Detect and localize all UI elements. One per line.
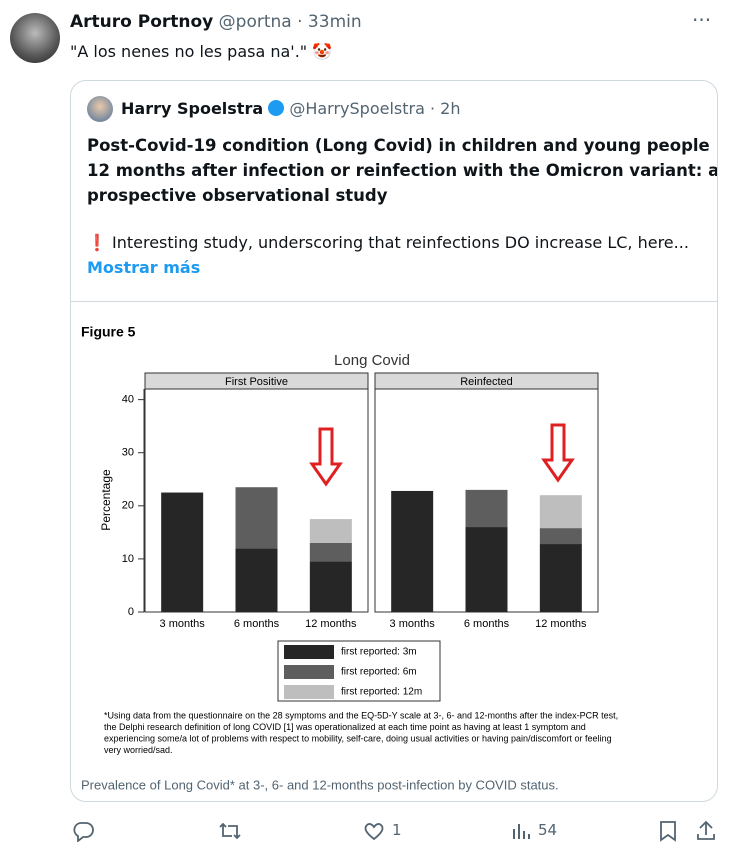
bar bbox=[309, 519, 352, 543]
x-tick-label: 6 months bbox=[234, 618, 280, 630]
more-menu[interactable]: ··· bbox=[692, 8, 712, 32]
bar bbox=[391, 490, 434, 612]
bar bbox=[465, 527, 508, 612]
quote-header: Harry Spoelstra @HarrySpoelstra · 2h bbox=[121, 99, 460, 118]
figure-label: Figure 5 bbox=[81, 324, 136, 340]
title-line: Post-Covid-19 condition (Long Covid) in … bbox=[87, 136, 710, 155]
bar bbox=[161, 492, 204, 612]
bar bbox=[539, 495, 582, 529]
action-bar: 1 54 bbox=[0, 816, 742, 846]
header: Arturo Portnoy @portna · 33min bbox=[70, 12, 362, 32]
post-text: "A los nenes no les pasa na'." 🤡 bbox=[70, 42, 333, 61]
legend-swatch bbox=[284, 665, 334, 679]
bar bbox=[465, 489, 508, 528]
bar bbox=[235, 548, 278, 612]
quote-card[interactable]: Harry Spoelstra @HarrySpoelstra · 2h Pos… bbox=[70, 80, 718, 802]
chart-title: Long Covid bbox=[334, 352, 410, 369]
y-tick-label: 20 bbox=[122, 500, 134, 512]
time: · 33min bbox=[297, 12, 362, 32]
title-line: prospective observational study bbox=[87, 186, 388, 205]
share-button[interactable] bbox=[695, 819, 717, 841]
y-tick-label: 0 bbox=[128, 606, 134, 618]
bar bbox=[235, 487, 278, 549]
quote-text: ❗ Interesting study, underscoring that r… bbox=[87, 233, 689, 252]
footnote: very worried/sad. bbox=[104, 745, 173, 755]
legend-swatch bbox=[284, 685, 334, 699]
quote-author: Harry Spoelstra bbox=[121, 99, 264, 118]
bar bbox=[539, 528, 582, 545]
bar bbox=[309, 542, 352, 562]
y-tick-label: 30 bbox=[122, 447, 134, 459]
legend-label: first reported: 12m bbox=[341, 687, 422, 698]
y-tick-label: 40 bbox=[122, 394, 134, 406]
verified-badge bbox=[268, 100, 285, 116]
x-tick-label: 12 months bbox=[305, 618, 357, 630]
quote-title: Post-Covid-19 condition (Long Covid) in … bbox=[87, 133, 718, 208]
legend-label: first reported: 3m bbox=[341, 647, 417, 658]
x-tick-label: 6 months bbox=[464, 618, 510, 630]
show-more[interactable]: Mostrar más bbox=[87, 258, 201, 277]
quote-avatar bbox=[87, 96, 113, 122]
legend-label: first reported: 6m bbox=[341, 667, 417, 678]
panel-label: First Positive bbox=[225, 376, 288, 388]
y-tick-label: 10 bbox=[122, 553, 134, 565]
footnote: *Using data from the questionnaire on th… bbox=[104, 710, 618, 720]
y-axis-label: Percentage bbox=[99, 469, 113, 531]
like-button[interactable] bbox=[363, 821, 385, 841]
figure: Figure 5 Long Covid Percentage 0 10 20 30 40 Fi… bbox=[71, 301, 717, 792]
bar bbox=[309, 561, 352, 612]
footnote: experiencing some/a lot of problems with… bbox=[104, 733, 612, 743]
quote-handle: @HarrySpoelstra · 2h bbox=[289, 99, 461, 118]
like-count: 1 bbox=[392, 821, 402, 839]
panel-label: Reinfected bbox=[460, 376, 513, 388]
caption: Prevalence of Long Covid* at 3-, 6- and … bbox=[81, 777, 559, 792]
handle[interactable]: @portna bbox=[218, 12, 292, 32]
x-tick-label: 3 months bbox=[160, 618, 206, 630]
legend-swatch bbox=[284, 645, 334, 659]
reply-button[interactable] bbox=[72, 820, 94, 842]
repost-button[interactable] bbox=[218, 820, 242, 842]
x-tick-label: 12 months bbox=[535, 618, 587, 630]
footnote: the Delphi research definition of long C… bbox=[104, 722, 586, 732]
arrow bbox=[309, 427, 343, 487]
bookmark-button[interactable] bbox=[658, 820, 678, 842]
title-line: 12 months after infection or reinfection… bbox=[87, 161, 718, 180]
author[interactable]: Arturo Portnoy bbox=[70, 12, 214, 32]
views-count: 54 bbox=[538, 821, 558, 839]
x-tick-label: 3 months bbox=[390, 618, 436, 630]
avatar[interactable] bbox=[10, 13, 60, 63]
views-icon[interactable] bbox=[511, 821, 531, 841]
bar bbox=[539, 544, 582, 612]
arrow bbox=[541, 423, 575, 483]
